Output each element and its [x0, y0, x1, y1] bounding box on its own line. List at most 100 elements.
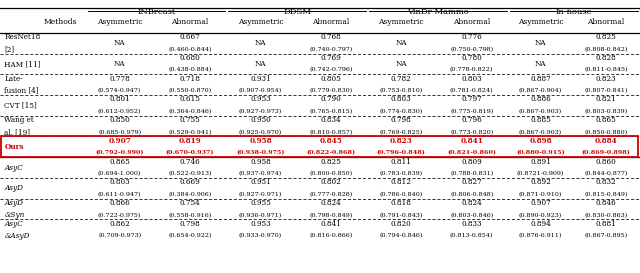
Text: Abnormal: Abnormal [312, 18, 349, 26]
Text: 0.860: 0.860 [596, 158, 616, 166]
Text: (0.438-0.884): (0.438-0.884) [168, 67, 212, 72]
Text: 0.669: 0.669 [180, 178, 200, 186]
Text: 0.892: 0.892 [530, 178, 551, 186]
Text: 0.776: 0.776 [461, 33, 482, 41]
Text: (0.830-0.863): (0.830-0.863) [584, 213, 628, 218]
Text: NA: NA [114, 39, 125, 47]
Text: 0.865: 0.865 [596, 116, 616, 124]
Text: 0.754: 0.754 [180, 199, 200, 207]
Text: (0.765-0.815): (0.765-0.815) [309, 109, 353, 114]
Text: (0.654-0.922): (0.654-0.922) [168, 233, 212, 238]
Text: (0.709-0.973): (0.709-0.973) [98, 233, 141, 238]
Text: &Syn: &Syn [4, 211, 25, 219]
Text: (0.384-0.906): (0.384-0.906) [168, 192, 212, 197]
Text: (0.685-0.979): (0.685-0.979) [98, 130, 141, 135]
Text: 0.790: 0.790 [321, 95, 341, 103]
Text: 0.812: 0.812 [391, 178, 412, 186]
Text: (0.550-0.870): (0.550-0.870) [168, 88, 212, 93]
Text: (0.806-0.848): (0.806-0.848) [450, 192, 493, 197]
Text: (0.778-0.822): (0.778-0.822) [450, 67, 493, 72]
Text: 0.834: 0.834 [321, 116, 341, 124]
Text: 0.885: 0.885 [530, 116, 551, 124]
Text: (0.933-0.970): (0.933-0.970) [239, 233, 282, 238]
Text: NA: NA [114, 60, 125, 68]
Text: (0.364-0.846): (0.364-0.846) [168, 109, 212, 114]
Text: (0.937-0.974): (0.937-0.974) [239, 171, 282, 176]
Text: 0.866: 0.866 [109, 199, 130, 207]
Text: 0.769: 0.769 [321, 54, 341, 62]
Text: (0.775-0.819): (0.775-0.819) [450, 109, 493, 114]
Text: 0.796: 0.796 [461, 116, 482, 124]
Text: (0.867-0.904): (0.867-0.904) [519, 88, 562, 93]
Text: (0.722-0.975): (0.722-0.975) [98, 213, 141, 218]
Text: (0.777-0.828): (0.777-0.828) [309, 192, 353, 197]
Text: AsyC: AsyC [4, 220, 23, 228]
Text: 0.821: 0.821 [596, 95, 616, 103]
Text: (0.574-0.947): (0.574-0.947) [98, 88, 141, 93]
Text: NA: NA [396, 39, 407, 47]
Text: (0.869-0.898): (0.869-0.898) [582, 150, 630, 155]
Text: 0.846: 0.846 [596, 199, 616, 207]
Text: NA: NA [396, 60, 407, 68]
Text: (0.927-0.973): (0.927-0.973) [239, 109, 282, 114]
Text: (0.740-0.797): (0.740-0.797) [309, 47, 353, 52]
Text: (0.612-0.952): (0.612-0.952) [98, 109, 141, 114]
Text: Asymmetric: Asymmetric [237, 18, 284, 26]
Text: (0.803-0.839): (0.803-0.839) [584, 109, 628, 114]
Text: CVT [15]: CVT [15] [4, 101, 37, 109]
Text: 0.958: 0.958 [250, 158, 271, 166]
Text: (0.813-0.854): (0.813-0.854) [450, 233, 493, 238]
Text: (0.850-0.880): (0.850-0.880) [584, 130, 628, 135]
Text: (0.798-0.849): (0.798-0.849) [309, 213, 353, 218]
Text: 0.680: 0.680 [180, 54, 200, 62]
Text: 0.953: 0.953 [250, 220, 271, 228]
Text: (0.876-0.911): (0.876-0.911) [519, 233, 562, 238]
Text: (0.800-0.850): (0.800-0.850) [309, 171, 353, 176]
Text: (0.8721-0.909): (0.8721-0.909) [516, 171, 564, 176]
Text: (0.927-0.971): (0.927-0.971) [239, 192, 282, 197]
Text: (0.890-0.923): (0.890-0.923) [519, 213, 562, 218]
Text: 0.865: 0.865 [109, 158, 130, 166]
Text: 0.803: 0.803 [461, 75, 482, 83]
Text: DDSM: DDSM [284, 8, 311, 16]
Text: 0.768: 0.768 [321, 33, 341, 41]
Text: (0.867-0.895): (0.867-0.895) [584, 233, 628, 238]
Text: (0.796-0.848): (0.796-0.848) [377, 150, 426, 155]
Text: 0.778: 0.778 [109, 75, 130, 83]
Text: 0.832: 0.832 [596, 178, 616, 186]
Bar [1, 136, 638, 157]
Text: (0.750-0.798): (0.750-0.798) [450, 47, 493, 52]
Text: 0.818: 0.818 [391, 199, 412, 207]
Text: 0.898: 0.898 [529, 137, 552, 145]
Text: 0.887: 0.887 [530, 75, 551, 83]
Text: (0.529-0.941): (0.529-0.941) [168, 130, 212, 135]
Text: 0.811: 0.811 [391, 158, 412, 166]
Text: (0.792-0.990): (0.792-0.990) [95, 150, 144, 155]
Text: (0.558-0.916): (0.558-0.916) [168, 213, 212, 218]
Text: NA: NA [534, 39, 547, 47]
Text: (0.786-0.840): (0.786-0.840) [380, 192, 423, 197]
Text: 0.891: 0.891 [530, 158, 551, 166]
Text: 0.823: 0.823 [596, 75, 616, 83]
Text: fusion [4]: fusion [4] [4, 87, 39, 95]
Text: Asymmetric: Asymmetric [518, 18, 563, 26]
Text: (0.936-0.971): (0.936-0.971) [239, 213, 282, 218]
Text: HAM [11]: HAM [11] [4, 60, 41, 68]
Text: 0.950: 0.950 [250, 116, 271, 124]
Text: 0.841: 0.841 [321, 220, 341, 228]
Text: 0.825: 0.825 [596, 33, 616, 41]
Text: 0.802: 0.802 [321, 178, 341, 186]
Text: 0.886: 0.886 [530, 95, 551, 103]
Text: (0.781-0.824): (0.781-0.824) [450, 88, 493, 93]
Text: (0.867-0.903): (0.867-0.903) [519, 109, 562, 114]
Text: 0.803: 0.803 [391, 95, 412, 103]
Text: (0.791-0.843): (0.791-0.843) [380, 213, 423, 218]
Text: (0.783-0.839): (0.783-0.839) [380, 171, 423, 176]
Text: (0.788-0.831): (0.788-0.831) [450, 171, 493, 176]
Text: 0.894: 0.894 [530, 220, 551, 228]
Text: 0.823: 0.823 [390, 137, 413, 145]
Text: 0.845: 0.845 [319, 137, 342, 145]
Text: 0.615: 0.615 [180, 95, 200, 103]
Text: 0.805: 0.805 [321, 75, 341, 83]
Text: (0.808-0.842): (0.808-0.842) [584, 47, 628, 52]
